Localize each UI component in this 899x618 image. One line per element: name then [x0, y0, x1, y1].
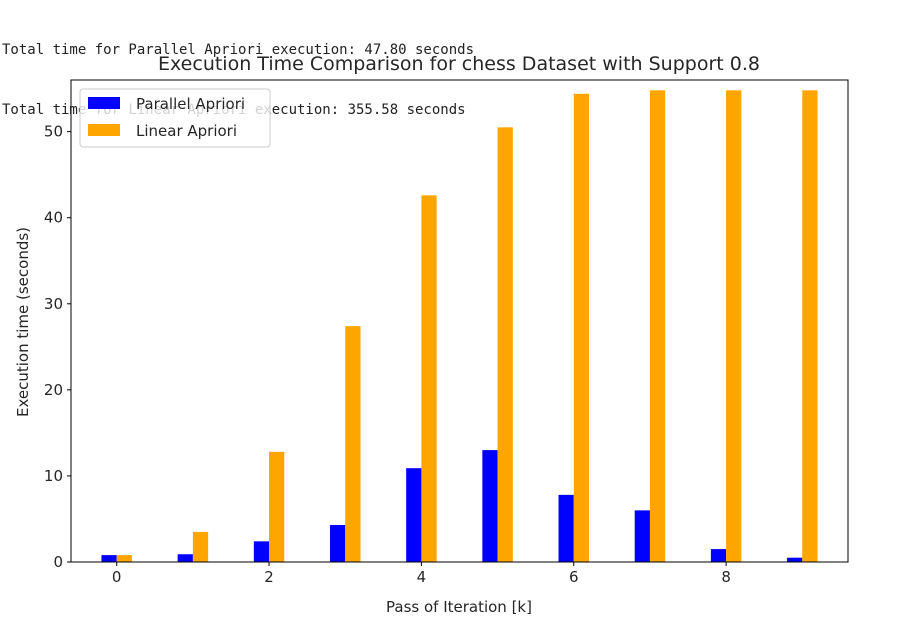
y-tick-label-10: 10 — [44, 467, 63, 485]
bar-linear-apriori-9 — [802, 90, 818, 562]
bar-linear-apriori-4 — [421, 195, 437, 562]
console-output: Total time for Parallel Apriori executio… — [2, 0, 474, 140]
bar-parallel-apriori-5 — [482, 450, 498, 562]
x-tick-label-4: 4 — [417, 568, 427, 586]
x-tick-label-0: 0 — [112, 568, 122, 586]
plot-frame — [70, 79, 849, 563]
plot-area — [101, 90, 818, 563]
legend-label-parallel-apriori: Parallel Apriori — [136, 95, 245, 113]
legend-swatch-parallel-apriori — [88, 97, 120, 109]
bar-parallel-apriori-4 — [406, 468, 422, 562]
bar-linear-apriori-2 — [269, 451, 285, 562]
bar-parallel-apriori-9 — [787, 557, 803, 562]
legend-label-linear-apriori: Linear Apriori — [136, 122, 237, 140]
bar-parallel-apriori-8 — [710, 549, 727, 562]
legend: Parallel Apriori Linear Apriori — [79, 88, 271, 148]
bar-linear-apriori-3 — [345, 326, 361, 562]
bar-linear-apriori-1 — [192, 531, 209, 563]
legend-swatch-linear-apriori — [88, 124, 120, 136]
console-line-parallel-total: Total time for Parallel Apriori executio… — [2, 42, 475, 58]
legend-box — [79, 88, 271, 148]
x-tick-label-2: 2 — [264, 568, 274, 586]
bar-linear-apriori-5 — [497, 127, 513, 562]
bar-linear-apriori-7 — [649, 90, 666, 562]
x-tick-label-6: 6 — [569, 568, 579, 586]
bar-parallel-apriori-7 — [634, 510, 650, 562]
bar-parallel-apriori-2 — [253, 541, 270, 562]
bar-parallel-apriori-0 — [101, 555, 117, 562]
y-tick-label-40: 40 — [44, 209, 63, 227]
bar-parallel-apriori-6 — [558, 494, 574, 562]
y-tick-label-50: 50 — [44, 123, 63, 141]
y-tick-label-20: 20 — [44, 381, 63, 399]
y-tick-label-0: 0 — [53, 553, 63, 571]
x-axis-label: Pass of Iteration [k] — [386, 598, 532, 616]
bar-parallel-apriori-3 — [330, 524, 346, 562]
chart-title: Execution Time Comparison for chess Data… — [158, 53, 760, 75]
y-axis-label: Execution time (seconds) — [14, 227, 32, 417]
y-tick-label-30: 30 — [44, 295, 63, 313]
bar-linear-apriori-6 — [573, 93, 589, 563]
bar-linear-apriori-8 — [726, 90, 742, 562]
bar-parallel-apriori-1 — [177, 554, 193, 562]
bar-linear-apriori-0 — [116, 555, 132, 562]
x-tick-label-8: 8 — [721, 568, 731, 586]
axes: 0 2 4 6 8 0 10 20 30 40 50 — [44, 79, 849, 586]
